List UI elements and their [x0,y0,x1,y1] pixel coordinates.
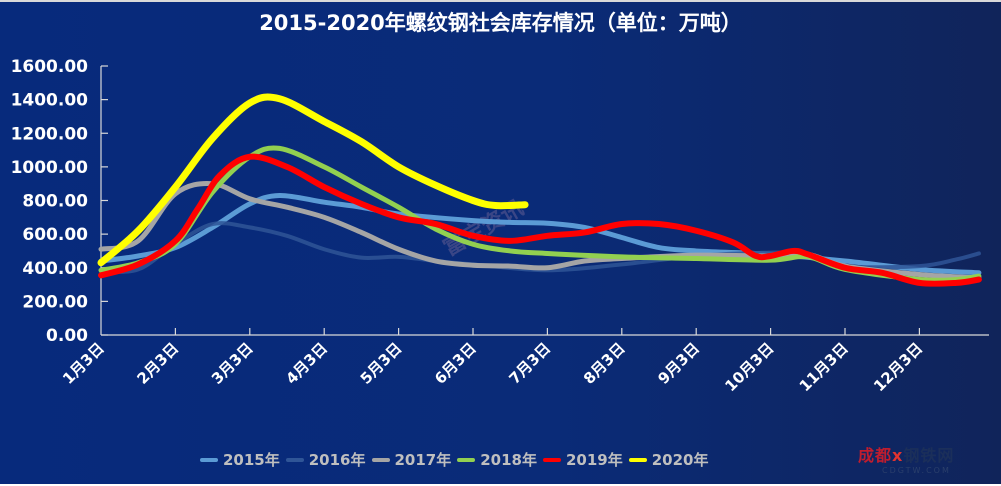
legend-label: 2019年 [566,451,623,469]
watermark-brand-rest: 钢铁网 [903,446,955,465]
watermark-x-mark: x [892,446,904,465]
x-tick-label: 8月3日 [580,339,629,388]
x-tick-label: 6月3日 [431,339,480,388]
legend-label: 2018年 [480,451,537,469]
series-line-2020 [97,93,529,267]
legend-swatch [543,458,561,462]
x-tick-label: 2月3日 [134,339,183,388]
y-tick-label: 1000.00 [11,158,89,178]
legend-label: 2020年 [651,451,709,469]
x-tick-label: 3月3日 [208,339,257,388]
legend-item: 2015年 [200,450,280,470]
x-tick-label: 1月3日 [59,339,108,388]
legend-item: 2016年 [285,450,366,470]
legend-item: 2019年 [543,450,623,470]
legend-swatch [285,458,304,462]
watermark-sub: CDGTW.COM [882,466,951,475]
legend-label: 2016年 [308,451,366,469]
y-tick-label: 400.00 [22,259,88,279]
x-tick-label: 12月3日 [870,339,926,395]
legend-swatch [200,458,218,462]
x-tick-label: 9月3日 [654,339,703,388]
brand-watermark-box: 成都x钢铁网 CDGTW.COM [858,446,998,476]
y-tick-label: 1600.00 [11,57,89,77]
legend-label: 2017年 [394,451,452,469]
y-tick-label: 600.00 [22,225,88,245]
y-tick-label: 200.00 [22,292,88,312]
x-tick-label: 7月3日 [506,339,555,388]
y-tick-label: 1400.00 [11,91,89,111]
y-tick-label: 1200.00 [11,124,89,144]
legend-item: 2018年 [457,450,537,470]
legend-item: 2020年 [628,450,709,470]
x-tick-label: 4月3日 [282,339,331,388]
x-tick-label: 10月3日 [721,339,777,395]
series-line-2019 [98,153,982,287]
legend-swatch [457,458,476,462]
legend-item: 2017年 [371,450,452,470]
chart-title: 2015-2020年螺纹钢社会库存情况（单位：万吨） [259,11,742,35]
x-tick-label: 5月3日 [357,339,406,388]
legend: 2015年 2016年 2017年 2018年 2019年 2020年 [200,450,709,470]
x-tick-label: 11月3日 [796,339,852,395]
legend-swatch [371,458,390,462]
y-tick-label: 800.00 [22,192,88,212]
watermark-brand: 成都 [858,446,893,465]
legend-swatch [628,458,647,462]
legend-label: 2015年 [223,451,280,469]
brand-watermark: 成都x钢铁网 [858,446,954,466]
y-tick-label: 0.00 [46,326,88,346]
